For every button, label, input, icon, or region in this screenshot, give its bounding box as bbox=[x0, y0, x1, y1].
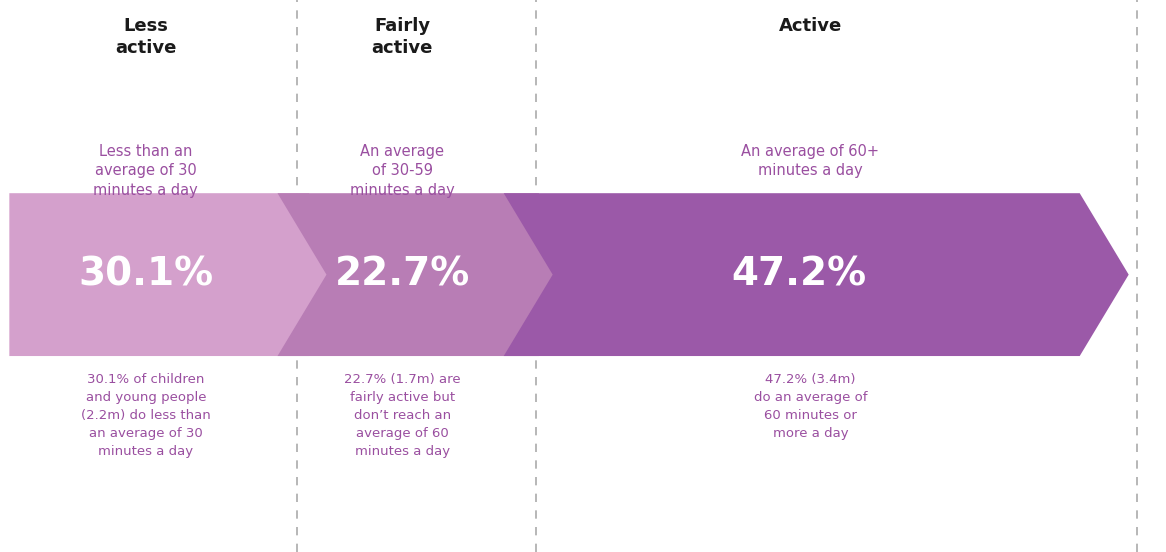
Text: 47.2%: 47.2% bbox=[731, 256, 866, 294]
Text: Fairly
active: Fairly active bbox=[372, 17, 433, 57]
Text: Less
active: Less active bbox=[115, 17, 176, 57]
Polygon shape bbox=[504, 193, 1129, 356]
Text: Active: Active bbox=[779, 17, 842, 35]
Text: 47.2% (3.4m)
do an average of
60 minutes or
more a day: 47.2% (3.4m) do an average of 60 minutes… bbox=[753, 373, 868, 439]
Polygon shape bbox=[9, 193, 358, 356]
Text: An average
of 30-59
minutes a day: An average of 30-59 minutes a day bbox=[350, 144, 455, 198]
Text: Less than an
average of 30
minutes a day: Less than an average of 30 minutes a day bbox=[93, 144, 198, 198]
Text: 22.7% (1.7m) are
fairly active but
don’t reach an
average of 60
minutes a day: 22.7% (1.7m) are fairly active but don’t… bbox=[344, 373, 461, 458]
Text: 30.1% of children
and young people
(2.2m) do less than
an average of 30
minutes : 30.1% of children and young people (2.2m… bbox=[80, 373, 211, 458]
Text: An average of 60+
minutes a day: An average of 60+ minutes a day bbox=[742, 144, 879, 178]
Text: 22.7%: 22.7% bbox=[335, 256, 470, 294]
Polygon shape bbox=[278, 193, 588, 356]
Text: 30.1%: 30.1% bbox=[78, 256, 213, 294]
